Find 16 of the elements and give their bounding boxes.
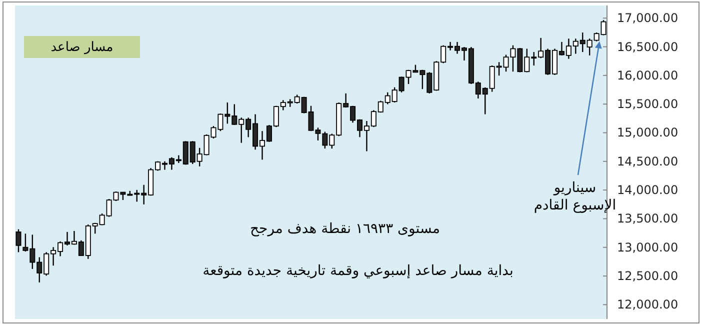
y-tick-label: 13,000.00	[617, 240, 678, 254]
annotation: مستوى ١٦٩٣٣ نقطة هدف مرجح	[250, 221, 440, 237]
annotation: مسار صاعد	[50, 40, 114, 55]
y-tick-label: 13,500.00	[617, 212, 678, 226]
y-tick-label: 15,500.00	[617, 97, 678, 112]
annotation: بداية مسار صاعد إسبوعي وقمة تاريخية جديدة متوقعة	[202, 263, 514, 279]
y-tick-label: 16,500.00	[617, 40, 678, 54]
y-tick-label: 12,500.00	[617, 269, 678, 284]
y-tick-label: 14,000.00	[617, 183, 678, 198]
y-tick-label: 15,000.00	[617, 126, 678, 140]
annotation: سيناريو الإسبوع القادم	[534, 180, 616, 214]
y-tick-label: 17,000.00	[617, 11, 678, 26]
y-tick-label: 14,500.00	[617, 154, 678, 168]
annotation: مسار صاعد	[24, 36, 140, 58]
y-tick-label: 16,000.00	[617, 68, 678, 82]
y-tick-label: 12,000.00	[617, 298, 678, 312]
